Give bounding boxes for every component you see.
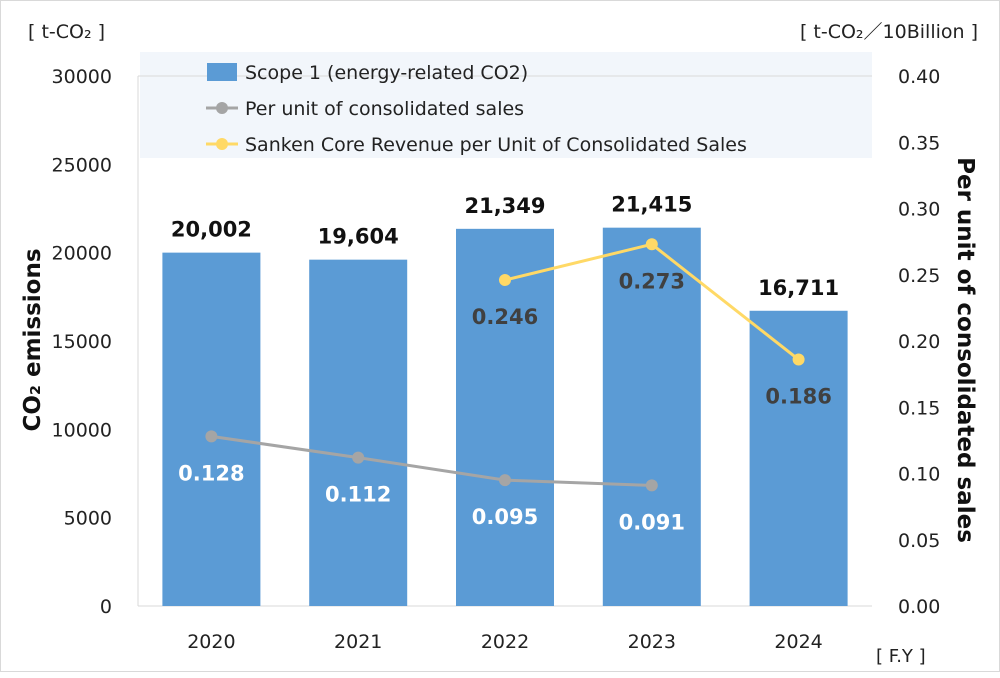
line-series-1 — [211, 434, 652, 487]
legend-marker — [216, 138, 228, 150]
legend-label: Scope 1 (energy-related CO2) — [245, 62, 528, 84]
bar-2020 — [162, 252, 261, 606]
x-tick-label: 2024 — [774, 631, 822, 653]
y-left-tick-label: 0 — [100, 596, 112, 618]
x-tick-label: 2023 — [628, 631, 676, 653]
line-point — [499, 474, 511, 487]
line-data-label: 0.128 — [178, 461, 244, 485]
line-point — [645, 479, 658, 492]
legend-marker — [216, 102, 228, 114]
legend-background — [140, 52, 872, 158]
line-point — [352, 451, 365, 464]
x-tick-label: 2022 — [481, 631, 529, 653]
y-right-tick-label: 0.15 — [898, 397, 940, 419]
y-right-tick-label: 0.20 — [898, 331, 940, 353]
legend-bar-swatch — [207, 63, 237, 81]
bar-data-label: 19,604 — [318, 225, 399, 249]
line-point — [499, 274, 511, 287]
bar-data-label: 20,002 — [171, 218, 252, 242]
x-tick-label: 2020 — [187, 631, 235, 653]
y-right-tick-label: 0.05 — [898, 530, 940, 552]
bar-data-label: 21,349 — [464, 194, 545, 218]
bar-data-label: 21,415 — [611, 193, 692, 217]
line-data-label: 0.112 — [325, 483, 391, 507]
line-data-label: 0.246 — [472, 305, 538, 329]
bar-2022 — [456, 228, 554, 606]
y-right-tick-label: 0.10 — [898, 464, 940, 486]
line-data-label: 0.095 — [472, 505, 538, 529]
bar-2021 — [309, 259, 408, 606]
y-right-title: Per unit of consolidated sales — [952, 157, 978, 543]
y-left-tick-label: 30000 — [52, 66, 112, 88]
y-right-tick-label: 0.35 — [898, 132, 940, 154]
y-left-unit: [ t-CO₂ ] — [28, 21, 105, 43]
y-left-title: CO₂ emissions — [20, 248, 46, 431]
line-data-label: 0.091 — [619, 510, 685, 534]
line-point — [792, 353, 805, 366]
y-right-unit: [ t-CO₂／10Billion ] — [800, 21, 978, 43]
y-right-tick-label: 0.30 — [898, 199, 940, 221]
y-left-tick-label: 10000 — [52, 419, 112, 441]
y-left-tick-label: 15000 — [52, 331, 112, 353]
line-point — [645, 238, 658, 251]
y-right-tick-label: 0.00 — [898, 596, 940, 618]
legend-label: Sanken Core Revenue per Unit of Consolid… — [245, 134, 747, 156]
bar-data-label: 16,711 — [758, 276, 839, 300]
bar-2023 — [602, 227, 701, 606]
y-right-tick-label: 0.40 — [898, 66, 940, 88]
line-data-label: 0.273 — [619, 269, 685, 293]
line-point — [205, 430, 218, 443]
y-left-tick-label: 20000 — [52, 243, 112, 265]
line-data-label: 0.186 — [765, 385, 831, 409]
x-tick-label: 2021 — [334, 631, 382, 653]
x-axis-unit: [ F.Y ] — [876, 646, 926, 667]
legend-label: Per unit of consolidated sales — [245, 98, 524, 120]
y-left-tick-label: 5000 — [64, 508, 112, 530]
y-left-tick-label: 25000 — [52, 154, 112, 176]
y-right-tick-label: 0.25 — [898, 265, 940, 287]
